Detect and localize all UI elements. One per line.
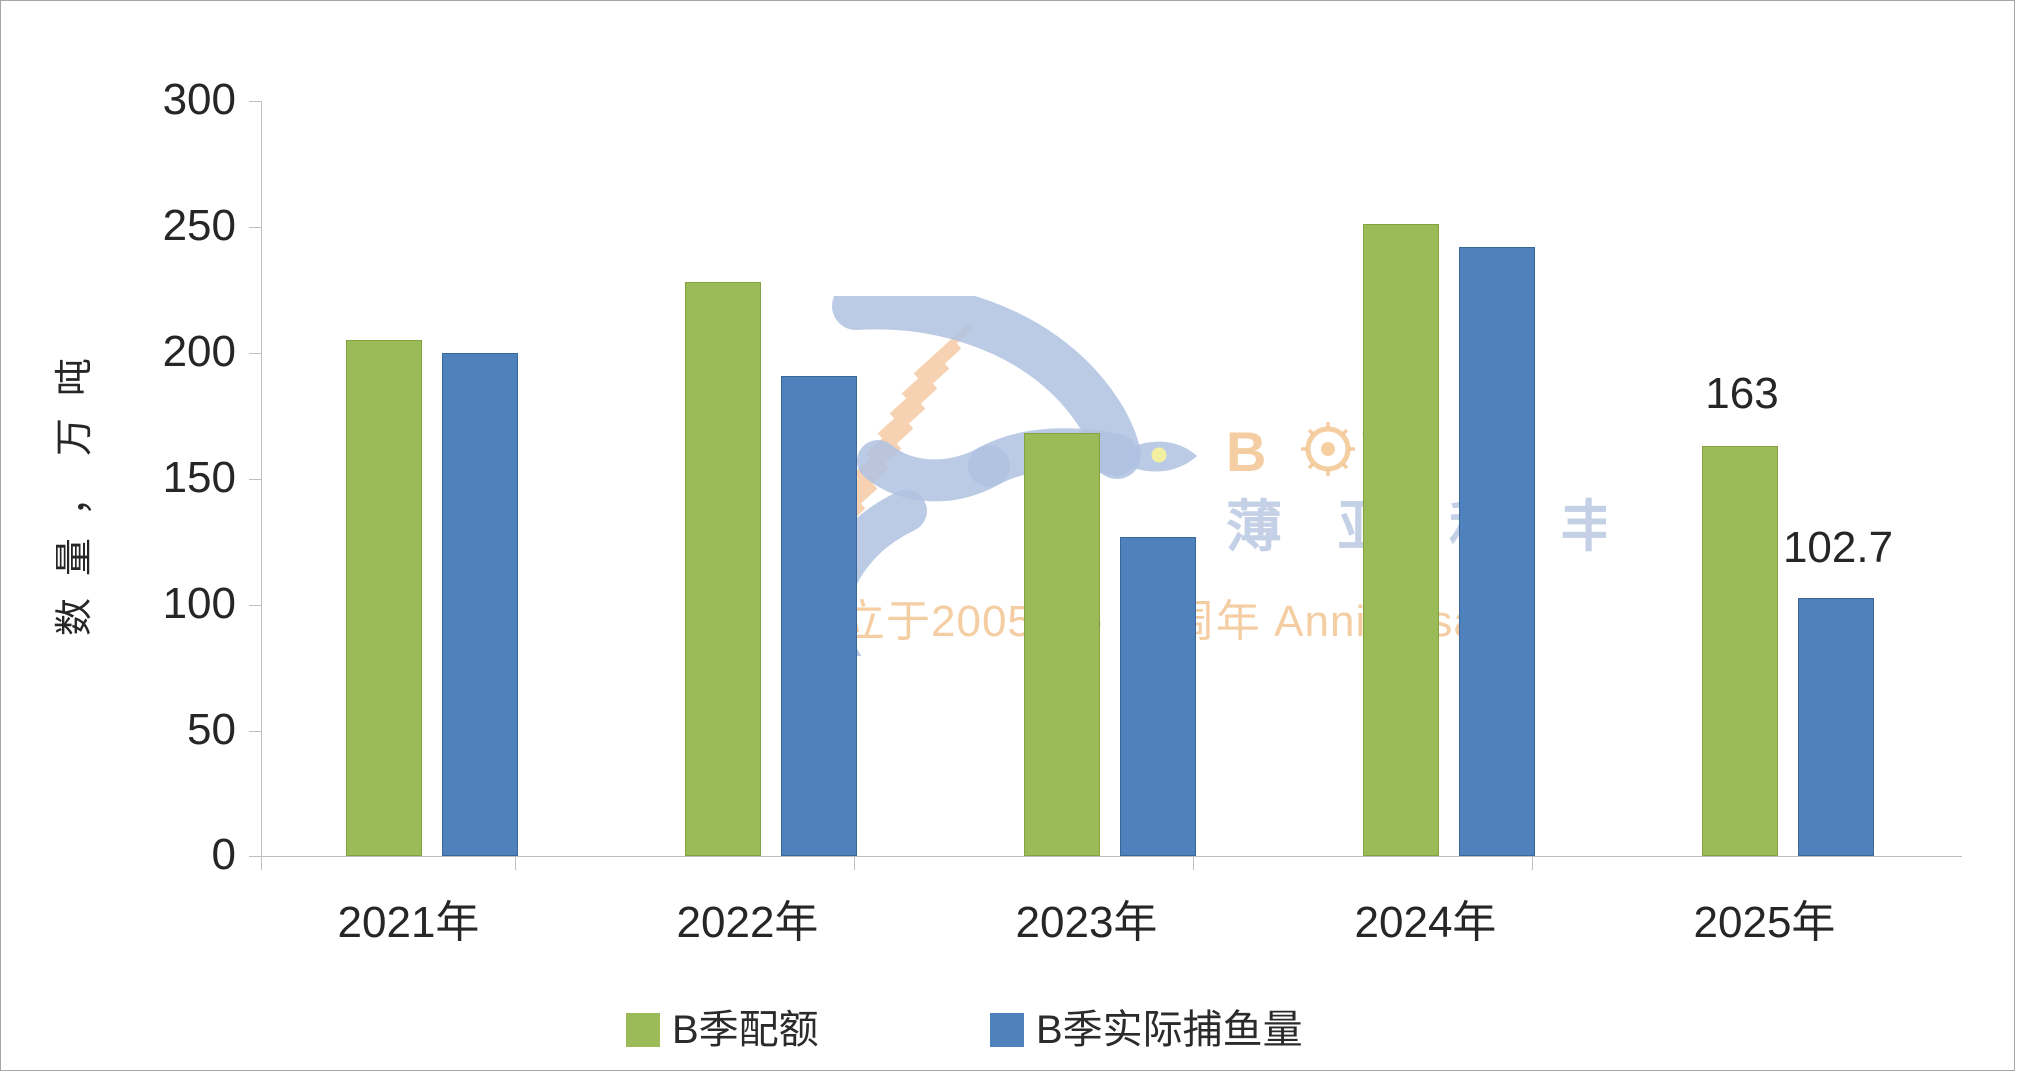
svg-text:B: B (1226, 420, 1275, 483)
